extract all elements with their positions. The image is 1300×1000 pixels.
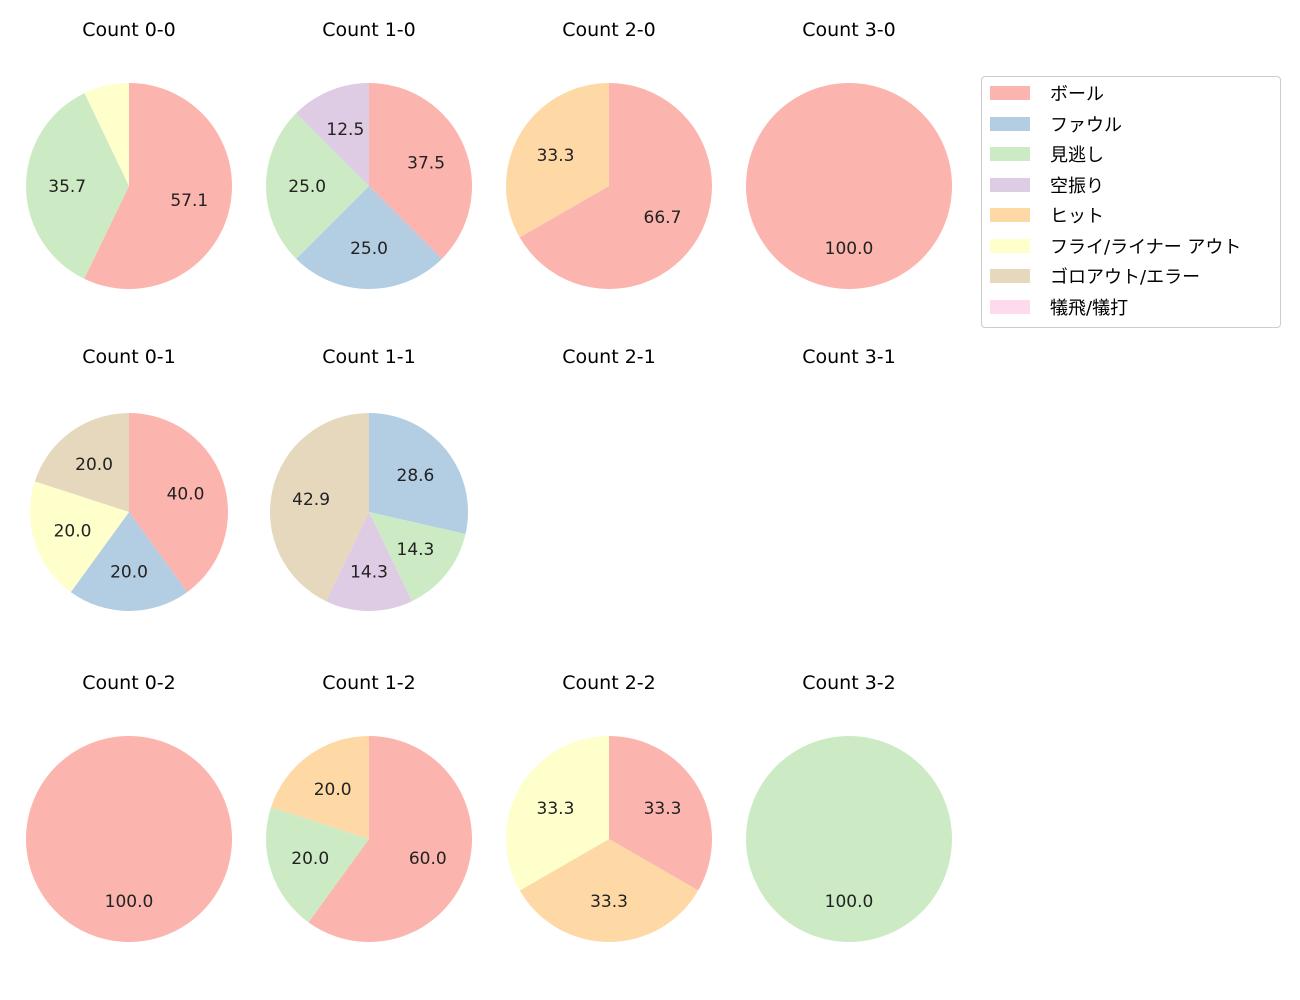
pie-slice	[296, 186, 442, 289]
pie-slice	[266, 807, 369, 923]
legend-label: ゴロアウト/エラー	[1050, 267, 1201, 288]
slice-label: 20.0	[110, 562, 148, 582]
slice-label: 25.0	[350, 239, 388, 259]
legend-item: ゴロアウト/エラー	[990, 264, 1200, 288]
slice-label: 20.0	[54, 521, 92, 541]
legend-label: フライ/ライナー アウト	[1050, 236, 1242, 258]
slice-label: 100.0	[105, 892, 154, 912]
slice-label: 100.0	[825, 892, 874, 912]
pie-slice	[609, 736, 712, 891]
chart-title: Count 0-0	[82, 19, 176, 41]
legend-swatch	[990, 208, 1030, 222]
pie-slice	[746, 736, 952, 942]
legend-item: 犠飛/犠打	[990, 295, 1128, 319]
chart-title: Count 0-1	[82, 346, 176, 368]
pie-slice	[34, 413, 129, 512]
chart-title: Count 0-2	[82, 672, 176, 694]
legend-label: 見逃し	[1050, 145, 1104, 166]
pie-slice	[369, 83, 472, 259]
slice-label: 100.0	[825, 239, 874, 259]
pie-slice	[84, 83, 129, 186]
pie-slice	[271, 736, 369, 839]
legend-item: 空振り	[990, 173, 1104, 197]
legend-label: 犠飛/犠打	[1050, 297, 1129, 319]
slice-label: 28.6	[397, 466, 435, 486]
pie-slice	[296, 83, 369, 186]
slice-label: 33.3	[537, 799, 575, 819]
legend-swatch	[990, 177, 1030, 192]
slice-label: 20.0	[291, 849, 329, 869]
slice-label: 20.0	[314, 780, 352, 800]
slice-label: 40.0	[167, 485, 205, 505]
pie-slice	[266, 113, 369, 259]
pie-slice	[506, 83, 609, 238]
legend-swatch	[990, 299, 1030, 314]
legend-label: ボール	[1050, 84, 1104, 105]
legend-label: 空振り	[1050, 175, 1104, 197]
slice-label: 20.0	[75, 455, 113, 475]
pie-slice	[25, 93, 130, 279]
slice-label: 33.3	[644, 799, 682, 819]
legend-swatch	[990, 86, 1030, 100]
legend-item: 見逃し	[990, 142, 1104, 166]
chart-title: Count 2-2	[562, 672, 656, 694]
legend-swatch	[990, 269, 1030, 283]
legend-item: ファウル	[990, 112, 1122, 136]
legend-label: ヒット	[1050, 206, 1104, 227]
pie-slice	[269, 413, 369, 602]
pie-slice	[369, 512, 466, 602]
legend-item: フライ/ライナー アウト	[990, 234, 1241, 258]
pie-slice	[746, 83, 952, 289]
slice-label: 12.5	[326, 120, 364, 140]
legend-swatch	[990, 116, 1030, 131]
legend-item: ヒット	[990, 203, 1104, 227]
chart-title: Count 3-0	[802, 19, 896, 41]
chart-title: Count 1-1	[322, 346, 416, 368]
slice-label: 14.3	[397, 540, 435, 560]
chart-title: Count 3-2	[802, 672, 896, 694]
chart-title: Count 1-0	[322, 19, 416, 41]
pie-slice	[369, 413, 469, 535]
pie-slice	[308, 736, 473, 942]
slice-label: 33.3	[590, 892, 628, 912]
slice-label: 60.0	[409, 849, 447, 869]
slice-label: 42.9	[292, 490, 330, 510]
chart-title: Count 3-1	[802, 346, 896, 368]
pie-slice	[84, 83, 232, 289]
legend-swatch	[990, 238, 1030, 253]
pie-slice	[506, 736, 609, 891]
legend-item: ボール	[990, 81, 1104, 105]
legend: ボールファウル見逃し空振りヒットフライ/ライナー アウト ゴロアウト/エラー 犠飛/…	[981, 76, 1281, 328]
slice-label: 35.7	[48, 177, 86, 197]
legend-label: ファウル	[1050, 114, 1122, 136]
chart-title: Count 2-1	[562, 346, 656, 368]
pie-slice	[519, 83, 712, 289]
chart-title: Count 2-0	[562, 19, 656, 41]
slice-label: 57.1	[170, 191, 208, 211]
pie-slice	[29, 481, 129, 593]
slice-label: 14.3	[350, 562, 388, 582]
pie-slice	[326, 512, 412, 611]
legend-swatch	[990, 147, 1030, 161]
slice-label: 37.5	[407, 153, 445, 173]
slice-label: 33.3	[537, 146, 575, 166]
chart-title: Count 1-2	[322, 672, 416, 694]
pie-slice	[70, 512, 188, 611]
pie-slice	[129, 413, 229, 593]
pie-slice	[519, 839, 699, 942]
slice-label: 66.7	[644, 208, 682, 228]
slice-label: 25.0	[288, 177, 326, 197]
pie-slice	[26, 736, 232, 942]
